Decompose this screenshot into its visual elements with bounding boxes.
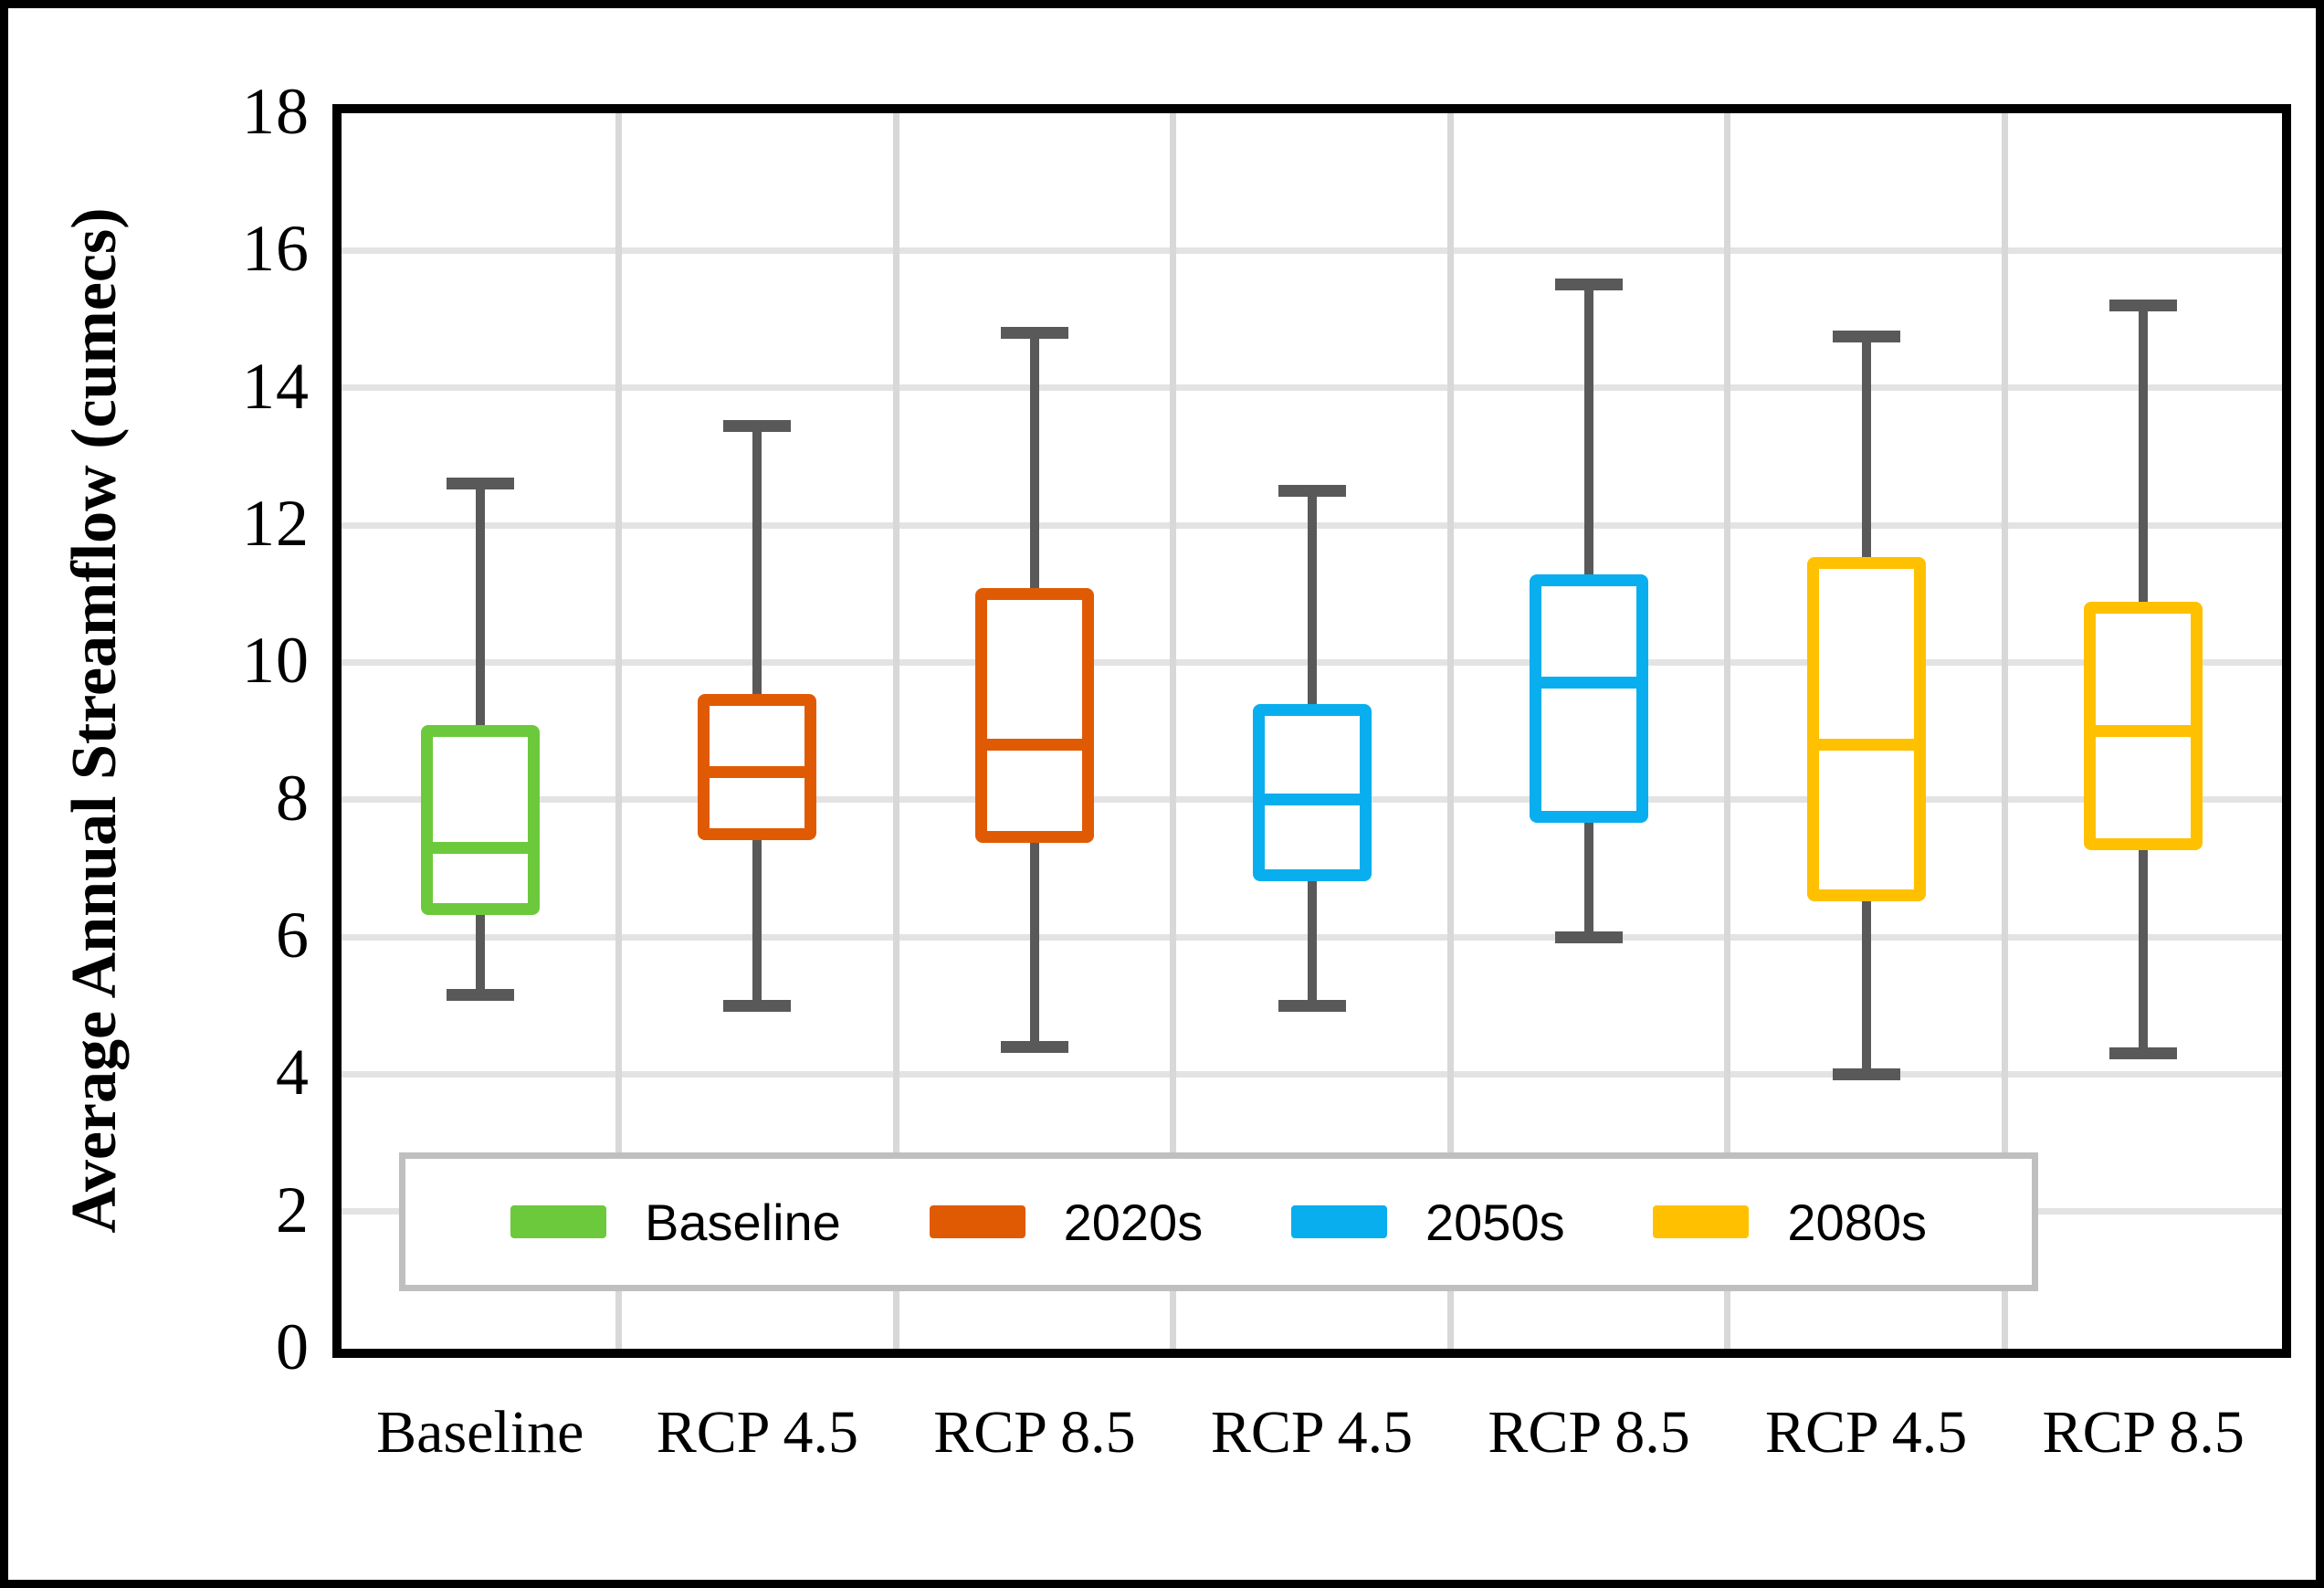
y-tick-label: 2 [276, 1173, 310, 1246]
median-line [1541, 677, 1637, 689]
vertical-gridline [892, 113, 899, 1349]
whisker-cap [723, 999, 792, 1012]
y-tick-label: 4 [276, 1036, 310, 1109]
legend-label: 2020s [1063, 1193, 1204, 1251]
x-tick-label: RCP 4.5 [1764, 1399, 1968, 1466]
whisker-cap [446, 989, 514, 1002]
iqr-box [420, 725, 540, 916]
y-tick-label: 8 [276, 761, 310, 835]
y-tick-label: 6 [276, 898, 310, 972]
median-line [1264, 794, 1360, 806]
horizontal-gridline [342, 384, 2282, 392]
vertical-gridline [1724, 113, 1731, 1349]
vertical-gridline [1170, 113, 1177, 1349]
legend: Baseline 2020s 2050s 2080s [399, 1152, 2038, 1291]
legend-swatch-2050s [1291, 1205, 1388, 1238]
median-line [2096, 725, 2192, 737]
whisker-cap [1555, 279, 1624, 291]
legend-label: Baseline [645, 1193, 841, 1251]
legend-item-2080s: 2080s [1653, 1193, 1927, 1252]
horizontal-gridline [342, 1070, 2282, 1078]
legend-item-2020s: 2020s [929, 1193, 1204, 1252]
horizontal-gridline [342, 247, 2282, 254]
whisker-cap [1832, 1067, 1900, 1080]
x-tick-label: Baseline [376, 1399, 584, 1466]
median-line [986, 739, 1082, 752]
whisker-cap [1832, 330, 1900, 342]
legend-label: 2050s [1425, 1193, 1565, 1251]
legend-label: 2080s [1787, 1193, 1927, 1251]
whisker-cap [1000, 1040, 1068, 1053]
whisker-cap [1278, 999, 1346, 1012]
vertical-gridline [615, 113, 623, 1349]
y-axis-title: Average Annual Streamflow (cumecs) [59, 207, 130, 1234]
whisker-cap [446, 478, 514, 490]
legend-swatch-2020s [929, 1205, 1025, 1238]
iqr-box [1806, 556, 1926, 902]
whisker-cap [1278, 484, 1346, 497]
median-line [432, 841, 528, 854]
iqr-box [1252, 704, 1372, 881]
whisker-cap [2109, 1047, 2178, 1060]
whisker-cap [1000, 327, 1068, 340]
y-tick-label: 18 [242, 74, 310, 148]
x-tick-label: RCP 8.5 [933, 1399, 1136, 1466]
y-tick-label: 10 [242, 624, 310, 698]
legend-item-baseline: Baseline [510, 1193, 841, 1252]
iqr-box [1530, 573, 1649, 823]
y-tick-label: 0 [276, 1309, 310, 1383]
x-tick-label: RCP 8.5 [1488, 1399, 1690, 1466]
legend-swatch-2080s [1653, 1205, 1750, 1238]
whisker-cap [1555, 931, 1624, 943]
y-tick-label: 14 [242, 349, 310, 423]
y-tick-label: 12 [242, 486, 310, 560]
whisker-cap [723, 419, 792, 432]
x-tick-label: RCP 4.5 [1210, 1399, 1414, 1466]
plot-area: Baseline 2020s 2050s 2080s [332, 104, 2291, 1358]
iqr-box [974, 587, 1094, 844]
median-line [710, 766, 805, 779]
vertical-gridline [1446, 113, 1454, 1349]
vertical-gridline [2001, 113, 2008, 1349]
y-tick-label: 16 [242, 212, 310, 286]
x-tick-label: RCP 4.5 [656, 1399, 858, 1466]
plot-content: Baseline 2020s 2050s 2080s [342, 113, 2282, 1349]
median-line [1818, 739, 1914, 752]
legend-swatch-baseline [510, 1205, 606, 1238]
whisker-cap [2109, 299, 2178, 311]
legend-item-2050s: 2050s [1291, 1193, 1565, 1252]
x-tick-label: RCP 8.5 [2042, 1399, 2245, 1466]
